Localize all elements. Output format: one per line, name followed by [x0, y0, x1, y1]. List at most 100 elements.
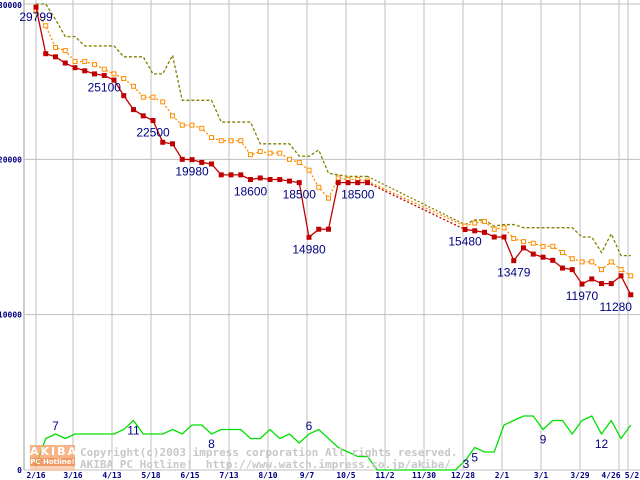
- data-point-average: [189, 122, 195, 128]
- data-point-min: [150, 118, 156, 123]
- data-point-average: [257, 149, 263, 155]
- data-point-average: [530, 240, 536, 246]
- data-point-min: [92, 71, 97, 77]
- x-tick-label: 5/18: [141, 471, 160, 480]
- data-point-average: [267, 150, 273, 156]
- data-point-min: [501, 234, 507, 240]
- data-point-average: [540, 243, 546, 249]
- data-point-average: [218, 138, 224, 144]
- data-point-min: [277, 177, 283, 183]
- data-point-average: [140, 94, 146, 100]
- data-point-min: [121, 93, 127, 99]
- data-point-min: [179, 156, 185, 162]
- count-data-label: 11: [127, 424, 140, 438]
- y-tick-label: 10000: [0, 311, 22, 320]
- x-tick-label: 2/16: [26, 471, 45, 480]
- data-point-average: [501, 225, 507, 231]
- data-point-min: [579, 281, 585, 287]
- data-point-average: [521, 239, 526, 245]
- data-point-min: [569, 267, 575, 273]
- series-gap-line: [367, 180, 466, 227]
- data-point-average: [277, 150, 283, 156]
- x-tick-label: 6/15: [180, 471, 199, 480]
- data-point-average: [92, 62, 97, 68]
- data-point-min: [111, 77, 117, 83]
- data-point-min: [335, 180, 341, 186]
- data-point-average: [491, 226, 497, 232]
- data-point-min: [472, 228, 478, 234]
- data-point-min: [482, 229, 487, 235]
- url-watermark: AKIBA PC Hotline! http://www.watch.impre…: [80, 458, 451, 471]
- data-point-average: [589, 259, 595, 265]
- data-point-min: [628, 292, 634, 298]
- data-point-min: [608, 281, 614, 287]
- data-point-min: [160, 139, 166, 145]
- count-data-label: 5: [471, 451, 478, 465]
- x-tick-label: 12/28: [451, 471, 475, 480]
- series-line-max: [464, 219, 631, 257]
- x-tick-label: 7/13: [219, 471, 238, 480]
- data-point-min: [248, 177, 253, 183]
- price-data-label: 25100: [88, 80, 122, 94]
- x-tick-label: 10/5: [336, 471, 355, 480]
- data-point-average: [472, 220, 478, 226]
- series-line-shop-count: [35, 415, 632, 471]
- x-tick-label: 5/2: [625, 471, 640, 480]
- data-point-average: [228, 138, 234, 144]
- data-point-min: [238, 172, 244, 178]
- data-point-min: [267, 177, 273, 183]
- data-point-average: [326, 195, 331, 201]
- data-point-average: [121, 76, 127, 82]
- data-point-min: [345, 180, 351, 186]
- data-point-average: [296, 159, 302, 165]
- data-point-min: [618, 273, 624, 279]
- data-point-average: [560, 250, 565, 256]
- data-point-min: [306, 234, 312, 240]
- data-point-average: [53, 44, 58, 50]
- x-tick-label: 3/16: [63, 471, 82, 480]
- x-tick-label: 9/7: [300, 471, 315, 480]
- data-point-min: [209, 161, 214, 167]
- data-point-average: [111, 71, 117, 77]
- data-point-min: [170, 141, 175, 147]
- data-point-average: [550, 243, 556, 249]
- data-point-min: [521, 245, 526, 251]
- copyright-watermark: Copyright(c)2003 impress corporation All…: [80, 446, 458, 459]
- data-point-average: [306, 167, 312, 173]
- data-point-average: [579, 259, 585, 265]
- akiba-logo: AKIBA PC Hotline!: [30, 445, 76, 471]
- data-point-min: [199, 159, 205, 165]
- data-point-min: [355, 180, 361, 186]
- data-point-min: [33, 4, 39, 10]
- price-data-label: 19980: [175, 165, 209, 179]
- price-data-label: 15480: [448, 235, 482, 249]
- data-point-min: [550, 257, 556, 263]
- data-point-min: [296, 180, 302, 186]
- data-point-min: [62, 60, 68, 66]
- price-data-label: 14980: [292, 242, 326, 256]
- data-point-min: [131, 107, 136, 113]
- data-point-min: [53, 54, 58, 60]
- data-point-min: [530, 251, 536, 257]
- data-point-average: [238, 138, 244, 144]
- data-point-min: [257, 175, 263, 181]
- data-point-min: [462, 227, 468, 233]
- x-tick-label: 8/10: [258, 471, 277, 480]
- x-tick-label: 3/29: [570, 471, 589, 480]
- data-point-average: [72, 58, 78, 64]
- data-point-min: [326, 226, 331, 232]
- price-data-label: 22500: [136, 126, 170, 140]
- y-tick-label: 0: [17, 466, 22, 475]
- data-point-average: [618, 267, 624, 273]
- data-point-min: [589, 276, 595, 282]
- data-point-min: [101, 72, 107, 78]
- data-point-min: [140, 113, 146, 119]
- price-data-label: 18600: [234, 185, 268, 199]
- data-point-average: [569, 256, 575, 262]
- data-point-min: [72, 65, 78, 71]
- data-point-min: [560, 265, 565, 271]
- data-point-min: [218, 172, 224, 178]
- data-point-min: [316, 226, 322, 232]
- data-point-average: [199, 125, 205, 131]
- data-point-average: [82, 58, 88, 64]
